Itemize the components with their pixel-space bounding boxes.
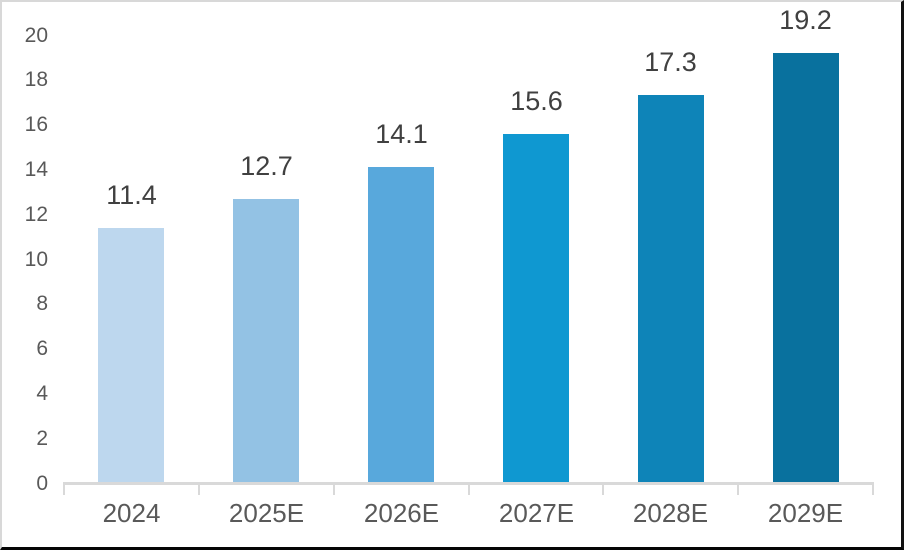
x-axis-tick-mark xyxy=(737,482,740,495)
y-axis-tick-label: 6 xyxy=(36,337,48,361)
x-axis-tick-mark xyxy=(872,482,874,495)
x-axis-tick-mark xyxy=(602,482,605,495)
bar-value-label: 12.7 xyxy=(240,151,293,181)
x-axis-tick-mark xyxy=(332,482,335,495)
y-axis-tick-label: 2 xyxy=(36,426,48,450)
x-axis-category-label: 2025E xyxy=(228,498,305,528)
bar xyxy=(773,53,839,482)
y-axis-tick-label: 12 xyxy=(24,202,48,226)
x-axis-category-label: 2029E xyxy=(767,498,844,528)
bar xyxy=(638,95,704,482)
bar-value-label: 17.3 xyxy=(644,47,697,77)
bar xyxy=(233,199,299,482)
y-axis-tick-label: 20 xyxy=(24,23,48,47)
x-axis-tick-mark xyxy=(467,482,470,495)
x-axis-category-label: 2028E xyxy=(632,498,709,528)
bar xyxy=(98,228,164,482)
x-axis-category-label: 2027E xyxy=(498,498,575,528)
bar-value-label: 11.4 xyxy=(106,180,157,210)
bar-value-label: 14.1 xyxy=(375,119,428,149)
y-axis-tick-label: 16 xyxy=(24,113,48,137)
bar-value-label: 19.2 xyxy=(779,5,832,35)
y-axis-tick-label: 0 xyxy=(36,471,48,495)
x-axis-category-label: 2024 xyxy=(102,498,161,528)
y-axis-tick-label: 18 xyxy=(24,68,48,92)
x-axis-tick-mark xyxy=(63,482,65,495)
y-axis-tick-label: 4 xyxy=(36,381,48,405)
x-axis-tick-mark xyxy=(197,482,200,495)
y-axis-tick-label: 14 xyxy=(24,157,48,181)
y-axis-tick-label: 10 xyxy=(24,247,48,271)
bar-value-label: 15.6 xyxy=(510,86,563,116)
bar xyxy=(368,167,434,482)
bar xyxy=(503,134,569,482)
x-axis-category-label: 2026E xyxy=(363,498,440,528)
y-axis-tick-label: 8 xyxy=(36,292,48,316)
